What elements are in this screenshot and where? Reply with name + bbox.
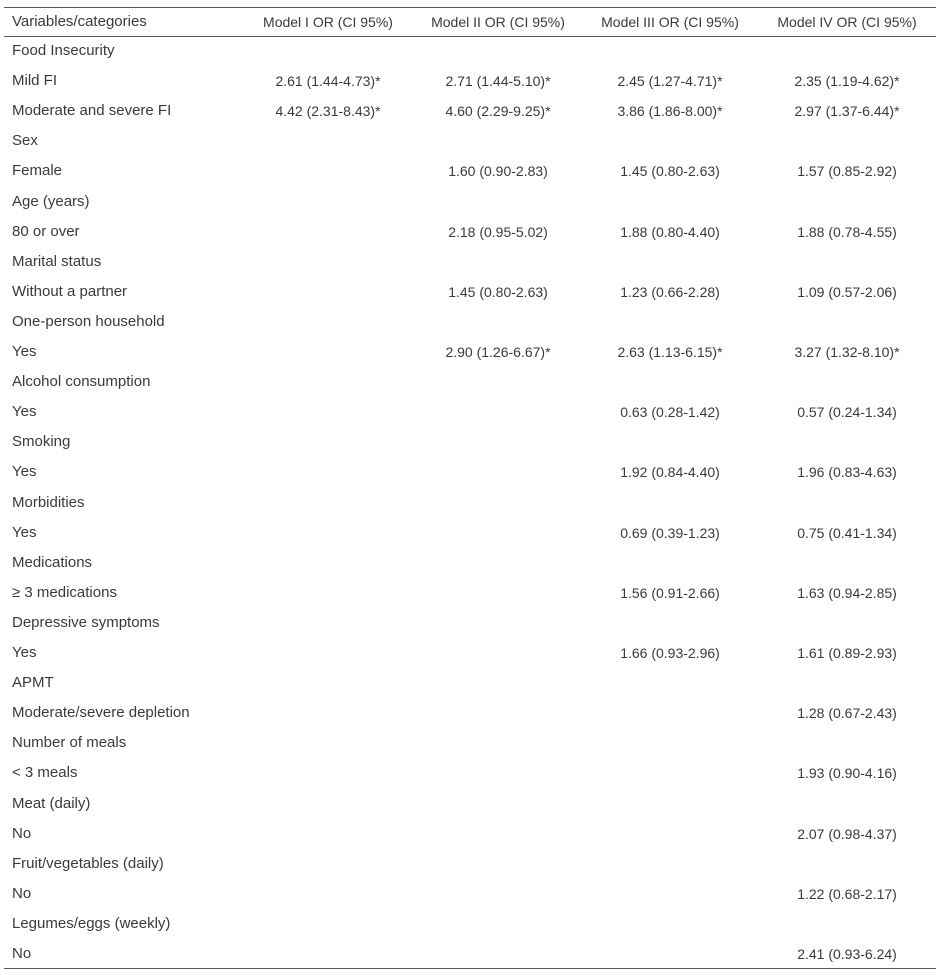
row-label: Depressive symptoms <box>12 613 160 631</box>
column-header: Model II OR (CI 95%) <box>431 14 565 30</box>
odds-ratio: 1.66 (0.93-2.96) <box>620 645 720 661</box>
odds-ratio: 2.41 (0.93-6.24) <box>797 946 897 962</box>
row-label: 80 or over <box>12 222 80 240</box>
row-label: Sex <box>12 132 38 150</box>
odds-ratio: 1.23 (0.66-2.28) <box>620 283 720 300</box>
odds-ratio: 1.09 (0.57-2.06) <box>797 283 897 300</box>
odds-ratio: 1.96 (0.83-4.63) <box>797 464 897 481</box>
row-label: Morbidities <box>12 493 85 511</box>
row-label: Without a partner <box>12 282 128 300</box>
odds-ratio: 1.88 (0.80-4.40) <box>620 223 720 240</box>
odds-ratio: 0.75 (0.41-1.34) <box>797 524 897 541</box>
odds-ratio: 2.45 (1.27-4.71)* <box>617 73 723 90</box>
row-label: Mild FI <box>12 72 57 90</box>
odds-ratio: 1.88 (0.78-4.55) <box>797 223 897 240</box>
row-label: Age (years) <box>12 192 90 210</box>
odds-ratio: 1.22 (0.68-2.17) <box>797 885 897 902</box>
row-label: Female <box>12 162 63 180</box>
odds-ratio: 1.61 (0.89-2.93) <box>797 645 897 661</box>
odds-ratio: 1.93 (0.90-4.16) <box>797 765 897 782</box>
column-header: Model IV OR (CI 95%) <box>777 14 917 30</box>
odds-ratio: 2.18 (0.95-5.02) <box>448 223 548 240</box>
row-label: Medications <box>12 553 93 571</box>
odds-ratio: 4.60 (2.29-9.25)* <box>445 103 551 120</box>
column-header: Variables/categories <box>12 13 147 30</box>
row-label: Food Insecurity <box>12 42 115 59</box>
row-label: Legumes/eggs (weekly) <box>12 914 171 932</box>
odds-ratio: 2.71 (1.44-5.10)* <box>445 73 551 90</box>
row-label: ≥ 3 medications <box>12 583 117 601</box>
row-label: Yes <box>12 343 37 360</box>
row-label: Yes <box>12 403 37 421</box>
row-label: Meat (daily) <box>12 794 91 812</box>
row-label: Yes <box>12 644 37 661</box>
row-label: No <box>12 884 32 902</box>
header-rule <box>4 36 936 37</box>
row-label: Smoking <box>12 433 71 451</box>
odds-ratio: 2.61 (1.44-4.73)* <box>275 73 381 90</box>
row-label: Moderate/severe depletion <box>12 704 190 722</box>
row-label: < 3 meals <box>12 764 78 782</box>
row-label: No <box>12 945 32 962</box>
odds-ratio: 0.57 (0.24-1.34) <box>797 404 897 421</box>
odds-ratio: 1.28 (0.67-2.43) <box>797 705 897 722</box>
odds-ratio: 1.57 (0.85-2.92) <box>797 163 897 180</box>
row-label: APMT <box>12 674 54 692</box>
odds-ratio: 1.60 (0.90-2.83) <box>448 163 548 180</box>
top-rule <box>4 7 936 8</box>
row-label: Marital status <box>12 252 102 270</box>
row-label: Moderate and severe FI <box>12 102 172 120</box>
bottom-rule <box>4 968 936 969</box>
odds-ratio: 3.86 (1.86-8.00)* <box>617 103 723 120</box>
odds-ratio: 1.63 (0.94-2.85) <box>797 584 897 601</box>
row-label: Alcohol consumption <box>12 373 151 391</box>
row-label: No <box>12 824 32 842</box>
column-header: Model III OR (CI 95%) <box>601 14 739 30</box>
odds-ratio: 3.27 (1.32-8.10)* <box>794 344 900 360</box>
row-label: Yes <box>12 463 37 481</box>
row-label: Number of meals <box>12 734 127 752</box>
column-header: Model I OR (CI 95%) <box>263 14 393 30</box>
row-label: Fruit/vegetables (daily) <box>12 854 164 872</box>
row-label: Yes <box>12 523 37 541</box>
odds-ratio: 1.45 (0.80-2.63) <box>448 283 548 300</box>
odds-ratio: 0.63 (0.28-1.42) <box>620 404 720 421</box>
odds-ratio: 1.56 (0.91-2.66) <box>620 584 720 601</box>
odds-ratio: 2.63 (1.13-6.15)* <box>617 344 723 360</box>
odds-ratio: 2.07 (0.98-4.37) <box>797 825 897 842</box>
odds-ratio: 0.69 (0.39-1.23) <box>620 524 720 541</box>
odds-ratio: 1.92 (0.84-4.40) <box>620 464 720 481</box>
row-label: One-person household <box>12 312 165 330</box>
odds-ratio: 4.42 (2.31-8.43)* <box>275 103 381 120</box>
odds-ratio: 2.90 (1.26-6.67)* <box>445 344 551 360</box>
odds-ratio: 2.97 (1.37-6.44)* <box>794 103 900 120</box>
odds-ratio: 1.45 (0.80-2.63) <box>620 163 720 180</box>
odds-ratio: 2.35 (1.19-4.62)* <box>794 73 900 90</box>
